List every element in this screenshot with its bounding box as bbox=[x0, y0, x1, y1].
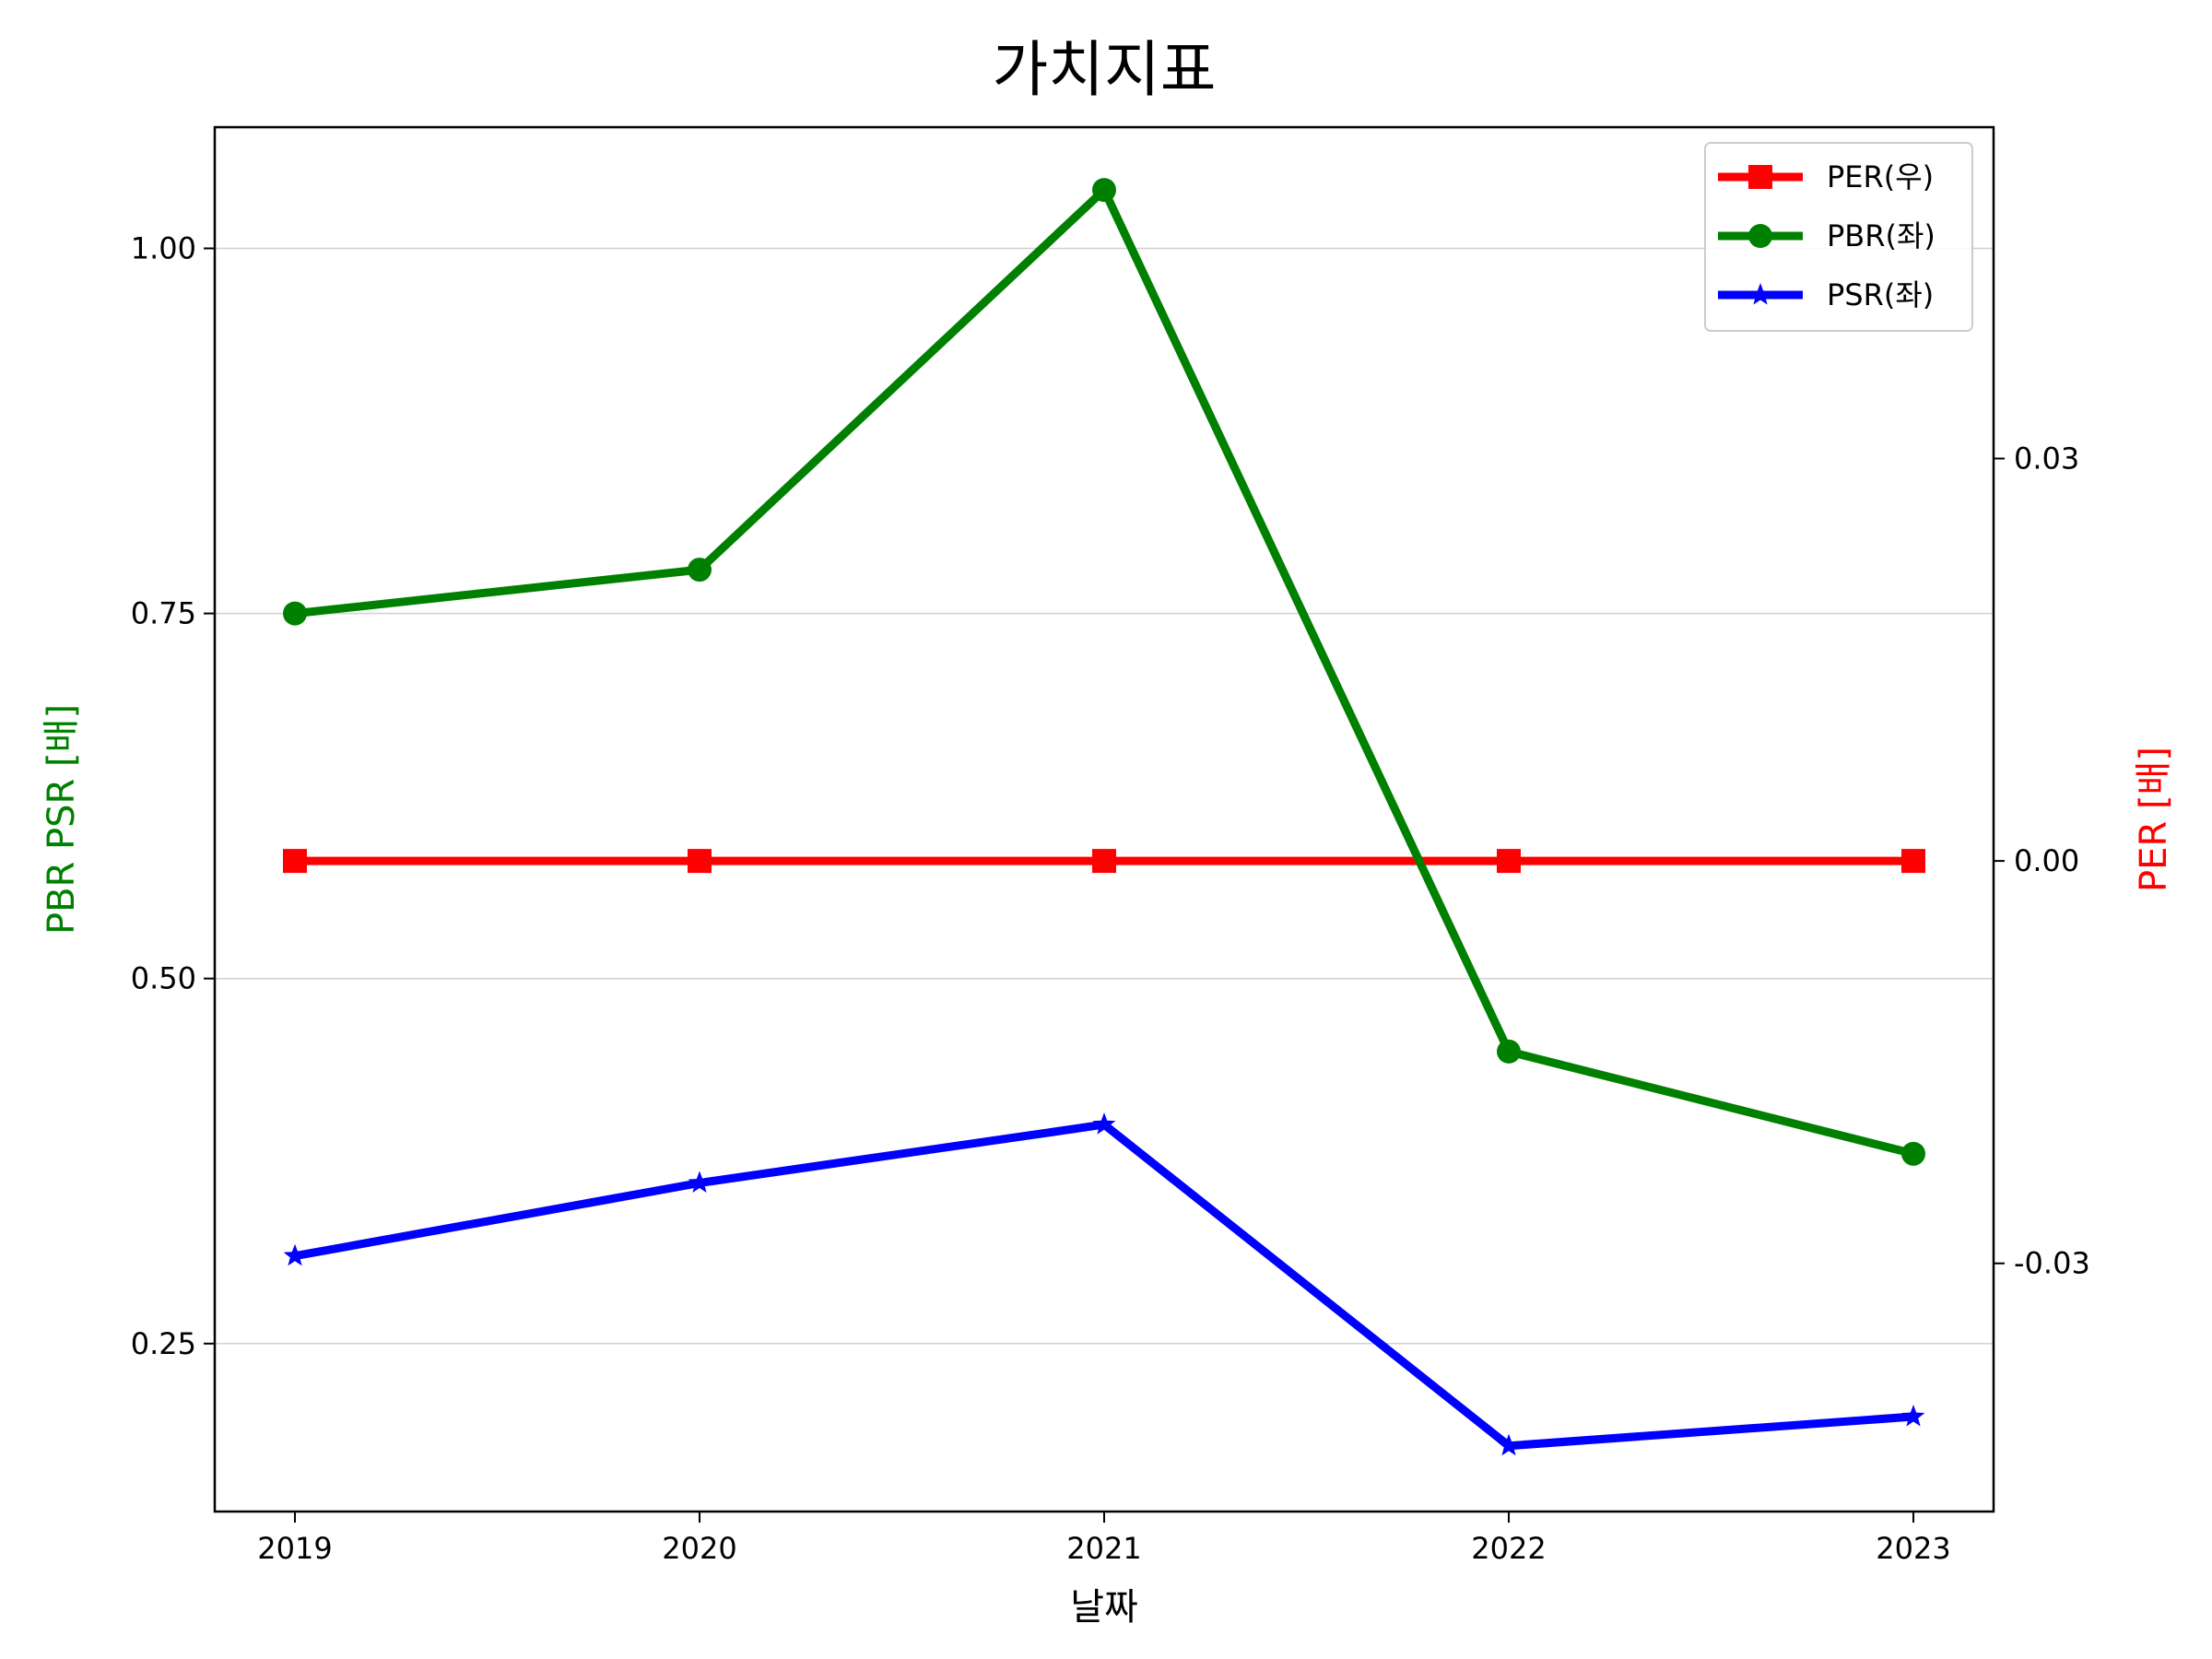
series-line-psr bbox=[294, 1120, 1914, 1451]
left-tick-label: 1.00 bbox=[131, 231, 196, 266]
x-tick-label: 2021 bbox=[1066, 1531, 1141, 1566]
data-point-pbr bbox=[1092, 178, 1116, 203]
legend-label: PSR(좌) bbox=[1827, 277, 1934, 312]
legend-label: PER(우) bbox=[1827, 159, 1934, 194]
data-point-per bbox=[1092, 849, 1116, 874]
legend-marker bbox=[1748, 283, 1772, 305]
left-axis-label: PBR PSR [배] bbox=[41, 704, 83, 935]
x-axis: 2019 2020 2021 2022 2023 bbox=[257, 1512, 1951, 1566]
legend-marker bbox=[1748, 224, 1772, 248]
legend-marker bbox=[1748, 165, 1772, 189]
legend-label: PBR(좌) bbox=[1827, 218, 1936, 253]
grid-lines bbox=[215, 247, 1994, 1345]
data-point-psr bbox=[1901, 1405, 1925, 1427]
right-tick-label: 0.03 bbox=[2014, 441, 2079, 476]
series-layer bbox=[283, 178, 1925, 1456]
right-axis: -0.03 0.00 0.03 bbox=[1994, 441, 2090, 1281]
series-pbr bbox=[283, 178, 1925, 1166]
left-tick-label: 0.25 bbox=[131, 1326, 196, 1361]
data-point-pbr bbox=[688, 558, 712, 582]
x-axis-label: 날짜 bbox=[1070, 1586, 1138, 1629]
data-point-psr bbox=[283, 1243, 307, 1266]
left-tick-label: 0.75 bbox=[131, 596, 196, 631]
series-psr bbox=[283, 1112, 1925, 1456]
left-tick-label: 0.50 bbox=[131, 961, 196, 996]
x-tick-label: 2020 bbox=[662, 1531, 736, 1566]
data-point-per bbox=[1901, 849, 1925, 874]
legend: PER(우) PBR(좌) PSR(좌) bbox=[1704, 142, 1973, 332]
series-line-pbr bbox=[294, 185, 1915, 1159]
legend-item-pbr: PBR(좌) bbox=[1718, 218, 1936, 253]
plot-frame bbox=[213, 125, 1995, 1513]
legend-item-per: PER(우) bbox=[1718, 159, 1934, 194]
right-tick-label: -0.03 bbox=[2014, 1246, 2090, 1281]
data-point-per bbox=[283, 849, 307, 874]
x-tick-label: 2023 bbox=[1876, 1531, 1950, 1566]
x-tick-label: 2022 bbox=[1471, 1531, 1546, 1566]
right-axis-label: PER [배] bbox=[2133, 747, 2175, 892]
data-point-pbr bbox=[1497, 1039, 1521, 1064]
chart-title: 가치지표 bbox=[993, 34, 1217, 105]
left-axis: 0.25 0.50 0.75 1.00 bbox=[131, 231, 215, 1361]
legend-item-psr: PSR(좌) bbox=[1718, 277, 1934, 312]
data-point-psr bbox=[1092, 1112, 1116, 1135]
data-point-psr bbox=[688, 1171, 712, 1193]
data-point-pbr bbox=[1901, 1141, 1925, 1166]
data-point-psr bbox=[1497, 1433, 1521, 1456]
data-point-pbr bbox=[283, 601, 307, 626]
data-point-per bbox=[688, 849, 712, 874]
right-tick-label: 0.00 bbox=[2014, 843, 2079, 878]
x-tick-label: 2019 bbox=[257, 1531, 332, 1566]
legend-box bbox=[1704, 142, 1973, 332]
data-point-per bbox=[1497, 849, 1521, 874]
series-per bbox=[283, 849, 1925, 874]
